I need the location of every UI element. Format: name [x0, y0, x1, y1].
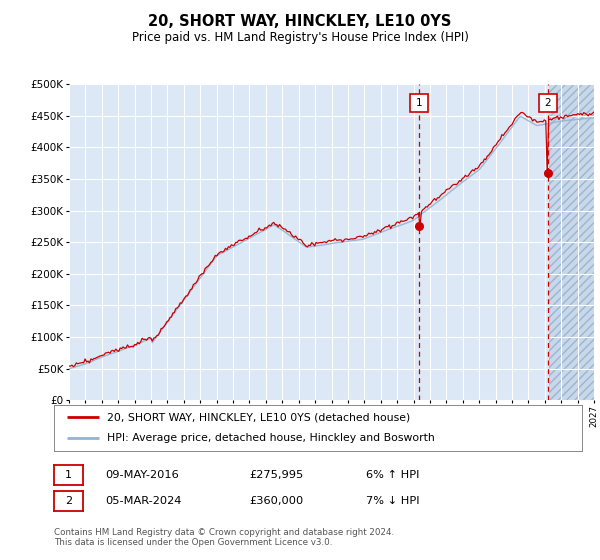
Text: 09-MAY-2016: 09-MAY-2016: [105, 470, 179, 480]
Text: 2: 2: [544, 98, 551, 108]
Text: HPI: Average price, detached house, Hinckley and Bosworth: HPI: Average price, detached house, Hinc…: [107, 433, 434, 444]
Text: £360,000: £360,000: [249, 496, 303, 506]
Text: 05-MAR-2024: 05-MAR-2024: [105, 496, 181, 506]
FancyBboxPatch shape: [539, 94, 557, 112]
Text: 20, SHORT WAY, HINCKLEY, LE10 0YS (detached house): 20, SHORT WAY, HINCKLEY, LE10 0YS (detac…: [107, 412, 410, 422]
Text: 1: 1: [65, 470, 72, 480]
Text: 2: 2: [65, 496, 72, 506]
Bar: [549, 84, 594, 400]
Bar: [549, 84, 594, 400]
Text: Price paid vs. HM Land Registry's House Price Index (HPI): Price paid vs. HM Land Registry's House …: [131, 31, 469, 44]
Text: Contains HM Land Registry data © Crown copyright and database right 2024.
This d: Contains HM Land Registry data © Crown c…: [54, 528, 394, 547]
FancyBboxPatch shape: [410, 94, 428, 112]
Text: 6% ↑ HPI: 6% ↑ HPI: [366, 470, 419, 480]
Text: £275,995: £275,995: [249, 470, 303, 480]
Text: 20, SHORT WAY, HINCKLEY, LE10 0YS: 20, SHORT WAY, HINCKLEY, LE10 0YS: [148, 14, 452, 29]
Text: 1: 1: [416, 98, 422, 108]
Text: 7% ↓ HPI: 7% ↓ HPI: [366, 496, 419, 506]
